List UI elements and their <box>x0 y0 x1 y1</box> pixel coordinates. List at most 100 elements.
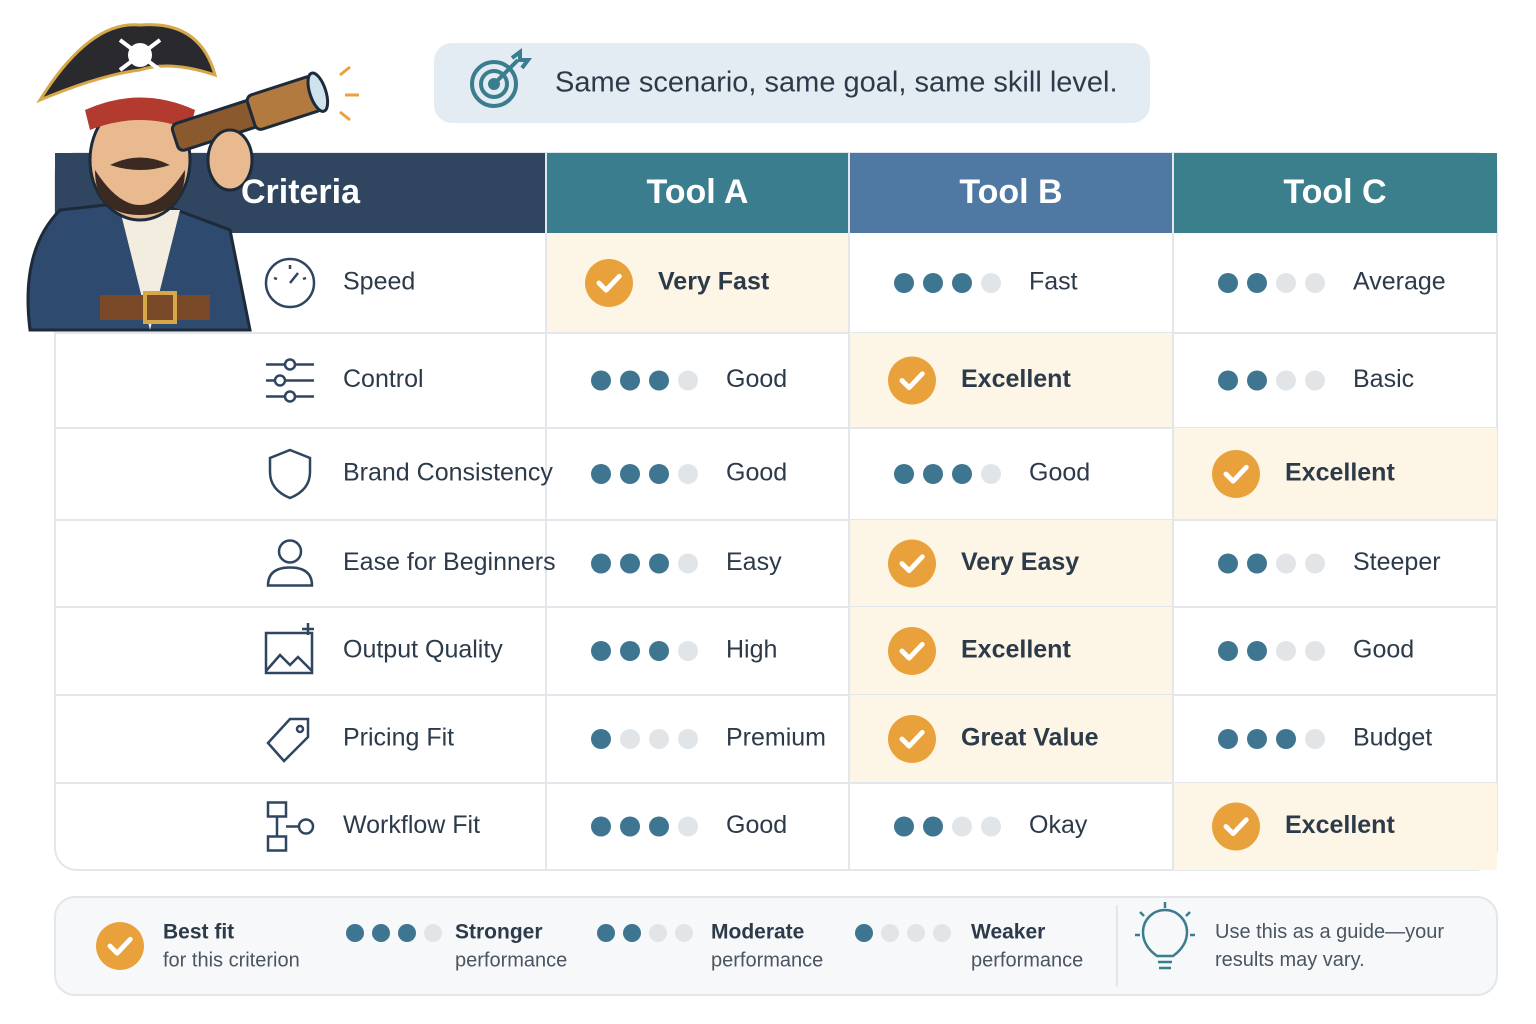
cell-label: Good <box>726 365 787 393</box>
rating-dot <box>881 924 899 942</box>
rating-dot <box>591 641 611 661</box>
criterion-label: Ease for Beginners <box>343 548 556 576</box>
check-mark <box>1223 464 1249 484</box>
rating-dot <box>981 273 1001 293</box>
rating-dot <box>923 273 943 293</box>
legend-text: performance <box>455 949 567 971</box>
cell-label: Average <box>1353 268 1446 296</box>
legend-note: Use this as a guide—your results may vary… <box>1215 921 1444 971</box>
header-label: Tool C <box>1283 173 1386 211</box>
criterion-label: Speed <box>343 268 415 296</box>
rating-dot <box>649 924 667 942</box>
best-fit-badge <box>888 715 936 763</box>
rating-dot <box>923 816 943 837</box>
cell-label: Good <box>726 459 787 487</box>
cell-label: Very Fast <box>658 268 770 296</box>
cell-label: Great Value <box>961 724 1099 752</box>
rating-dot <box>1276 553 1296 574</box>
cell-label: Very Easy <box>961 548 1079 576</box>
header-cell <box>546 153 849 233</box>
cell-label: High <box>726 636 777 664</box>
rating-dot <box>678 729 698 749</box>
check-mark <box>1223 817 1249 837</box>
rating-dot <box>591 464 611 484</box>
rating-dot <box>1218 273 1238 293</box>
best-fit-badge <box>585 259 633 307</box>
rating-dot <box>620 553 640 574</box>
rating-dot <box>1276 641 1296 661</box>
best-fit-badge <box>1212 802 1260 851</box>
rating-dot <box>1305 273 1325 293</box>
legend-title: Best fit <box>163 921 234 944</box>
cell-label: Excellent <box>961 636 1071 664</box>
bulb-icon <box>1135 902 1195 970</box>
rating-dot <box>678 370 698 391</box>
criterion-icon <box>264 623 314 675</box>
rating-dot <box>649 464 669 484</box>
target-icon <box>470 48 532 108</box>
rating-dot <box>675 924 693 942</box>
rating-dot <box>894 464 914 484</box>
rating-dot <box>1276 729 1296 749</box>
criterion-label: Output Quality <box>343 636 503 664</box>
rating-dot <box>591 729 611 749</box>
cell-label: Good <box>1029 459 1090 487</box>
cell-label: Steeper <box>1353 548 1441 576</box>
check-mark <box>899 729 925 749</box>
rating-dot <box>907 924 925 942</box>
best-fit-badge <box>888 627 936 675</box>
rating-dot <box>1247 273 1267 293</box>
rating-dot <box>398 924 416 942</box>
legend-box <box>54 896 1498 996</box>
rating-dot <box>424 924 442 942</box>
rating-dot <box>933 924 951 942</box>
criterion-icon <box>264 257 316 309</box>
rating-dot <box>1305 729 1325 749</box>
rating-dot <box>1247 729 1267 749</box>
best-fit-badge <box>888 356 936 405</box>
criterion-icon <box>266 539 314 587</box>
rating-dot <box>620 464 640 484</box>
rating-dot <box>894 816 914 837</box>
rating-dot <box>1247 641 1267 661</box>
check-mark <box>899 554 925 574</box>
banner <box>434 43 1150 123</box>
cell-label: Easy <box>726 548 782 576</box>
rating-dot <box>952 273 972 293</box>
header-label: Tool B <box>959 173 1062 211</box>
rating-dot <box>346 924 364 942</box>
pirate-illustration <box>26 23 359 332</box>
rating-dot <box>1276 273 1296 293</box>
legend-title: Stronger <box>455 921 543 944</box>
legend-title: Moderate <box>711 921 804 944</box>
rating-dot <box>591 553 611 574</box>
rating-dot <box>855 924 873 942</box>
criterion-label: Brand Consistency <box>343 459 553 487</box>
rating-dot <box>597 924 615 942</box>
rating-dot <box>1305 553 1325 574</box>
check-mark <box>596 273 622 293</box>
rating-dot <box>894 273 914 293</box>
cell-label: Good <box>726 811 787 839</box>
rating-dot <box>981 816 1001 837</box>
cell-label: Excellent <box>961 365 1071 393</box>
check-mark <box>899 641 925 661</box>
rating-dot <box>952 464 972 484</box>
cell-label: Basic <box>1353 365 1414 393</box>
criterion-label: Pricing Fit <box>343 724 454 752</box>
legend-text: performance <box>971 949 1083 971</box>
rating-dot <box>620 816 640 837</box>
rating-dot <box>649 370 669 391</box>
header-label: Criteria <box>241 173 361 211</box>
header-label: Tool A <box>647 173 749 211</box>
rating-dot <box>1276 370 1296 391</box>
criterion-icon <box>266 358 314 403</box>
criterion-icon <box>266 801 315 852</box>
rating-dot <box>678 553 698 574</box>
rating-dot <box>649 553 669 574</box>
rating-dot <box>623 924 641 942</box>
check-mark <box>899 371 925 391</box>
legend-text: for this criterion <box>163 949 300 971</box>
rating-dot <box>1218 553 1238 574</box>
legend-text: performance <box>711 949 823 971</box>
